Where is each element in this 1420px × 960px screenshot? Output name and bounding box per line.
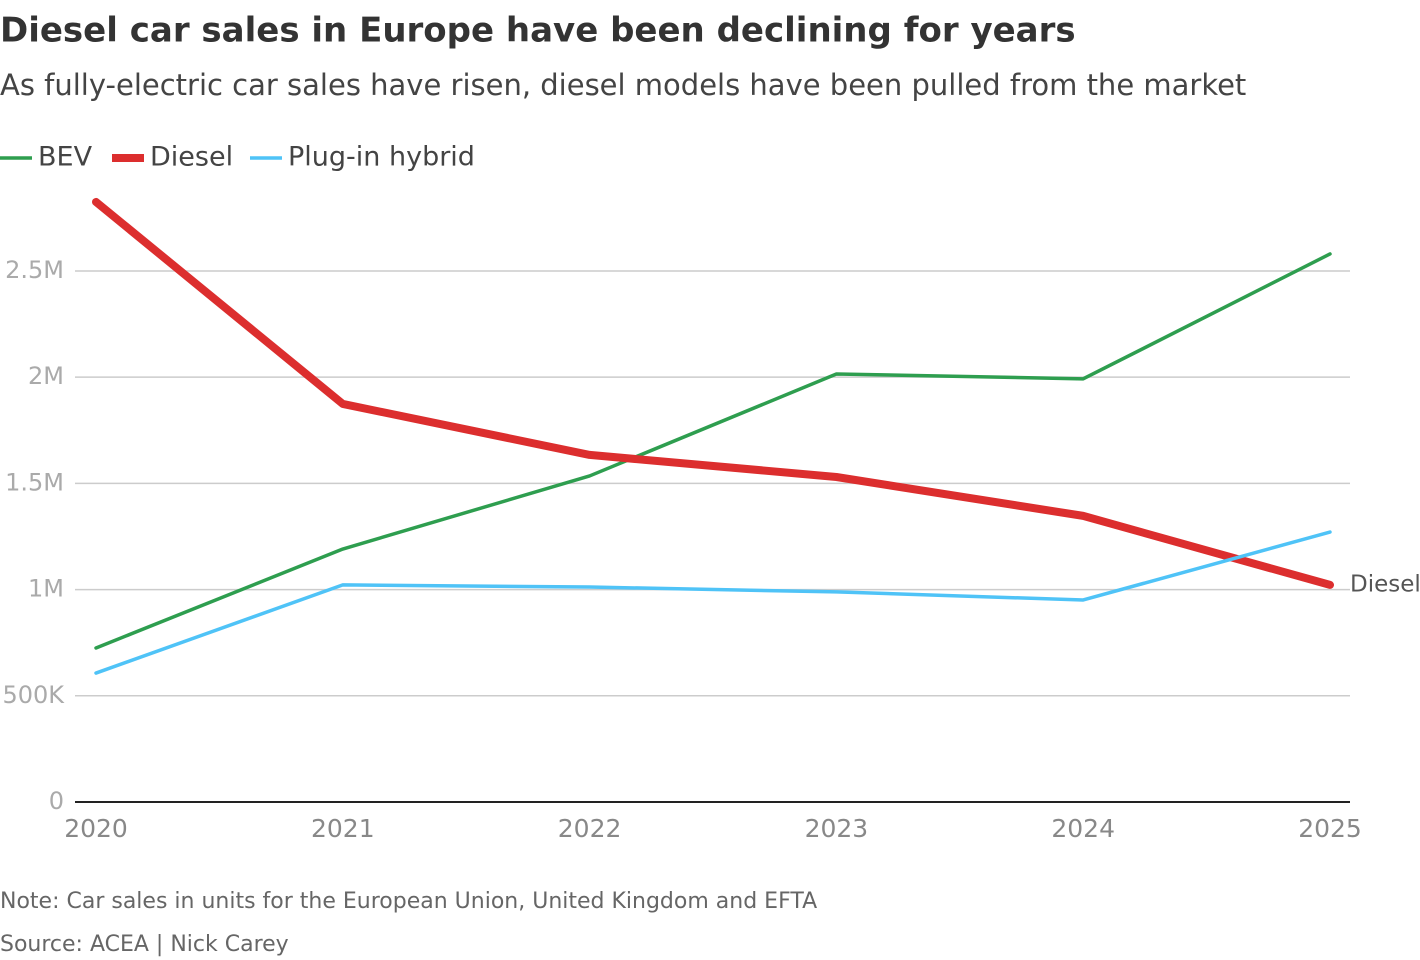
note: Note: Car sales in units for the Europea… [0,889,817,914]
x-tick-label: 2025 [1298,814,1362,843]
x-tick-label: 2022 [558,814,622,843]
chart-title: Diesel car sales in Europe have been dec… [0,11,1076,51]
x-tick-label: 2024 [1051,814,1115,843]
y-tick-label: 2M [28,362,64,390]
x-tick-label: 2023 [805,814,869,843]
y-tick-label: 1M [28,575,64,603]
x-tick-label: 2021 [311,814,375,843]
series-line [92,197,1334,589]
series-line [94,252,1332,650]
legend-label: BEV [38,142,93,173]
y-tick-label: 1.5M [5,468,64,496]
y-tick-label: 0 [49,787,64,815]
legend-label: Diesel [150,142,233,173]
y-tick-label: 500K [2,681,65,709]
legend-label: Plug-in hybrid [288,142,475,173]
series-line [94,530,1332,675]
x-tick-label: 2020 [64,814,128,843]
chart-subtitle: As fully-electric car sales have risen, … [0,68,1246,102]
line-end-label: Diesel [1350,571,1420,597]
source: Source: ACEA | Nick Carey [0,932,289,957]
y-tick-label: 2.5M [5,256,64,284]
